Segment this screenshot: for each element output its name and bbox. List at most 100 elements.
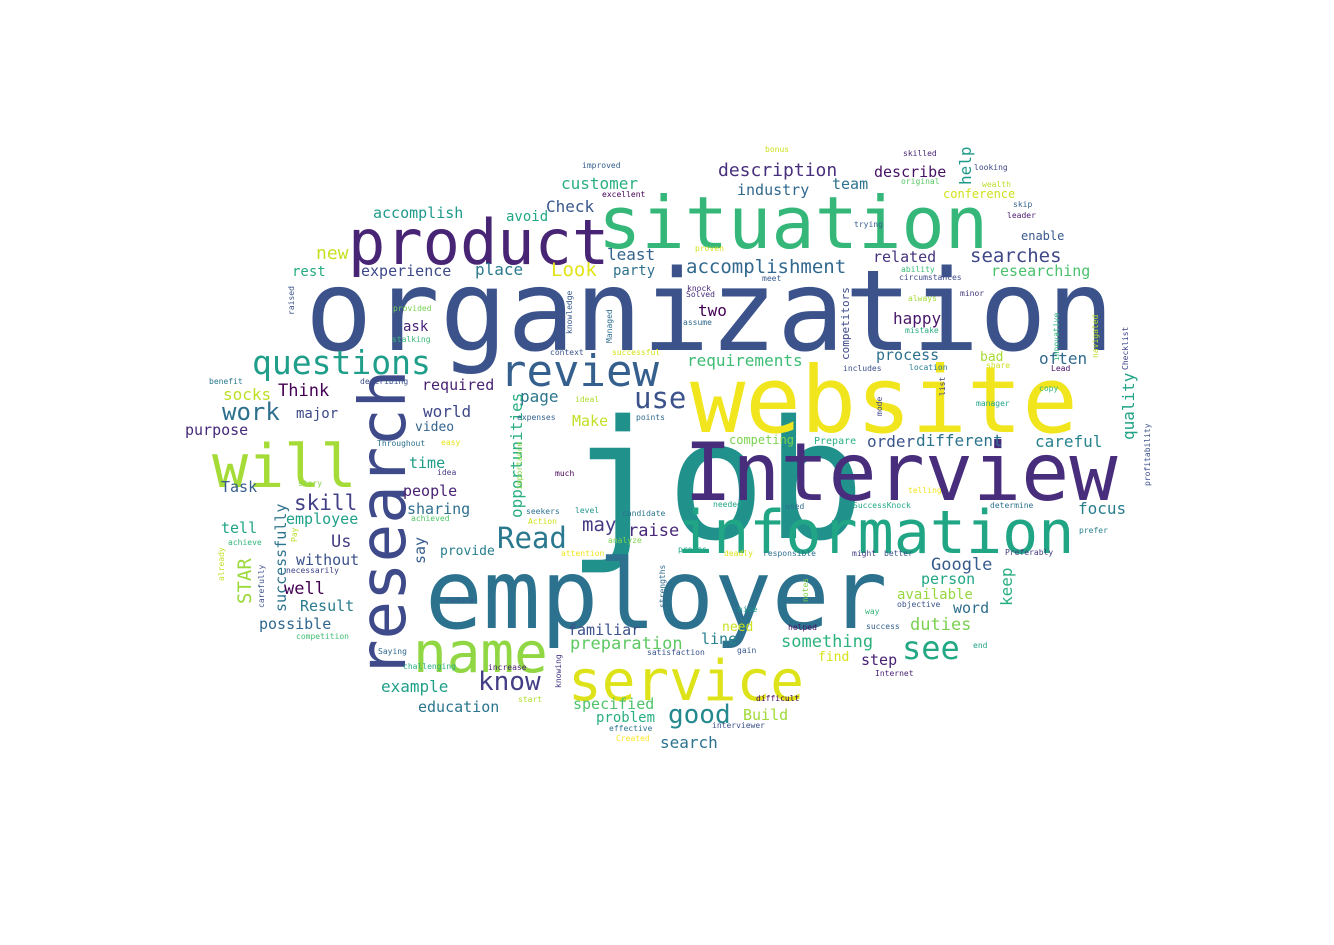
cloud-word: step [861,651,897,669]
cloud-word: Created [616,734,650,743]
cloud-word: people [403,482,457,500]
cloud-word: skilled [903,149,937,158]
cloud-word: reduce [445,596,474,605]
cloud-word: knowing [554,654,563,688]
cloud-word: Task [221,478,257,496]
cloud-word: STAR [234,558,256,604]
cloud-word: see [902,629,960,667]
cloud-word: sharing [407,500,470,518]
cloud-word: team [832,175,868,193]
cloud-word: new [316,243,349,264]
cloud-word: way [865,607,880,616]
cloud-word: review [500,346,659,397]
cloud-word: raise [628,521,679,541]
cloud-word: analyze [608,536,642,545]
cloud-word: notes [801,578,810,602]
cloud-word: competing [729,433,794,447]
cloud-word: context [550,348,584,357]
cloud-word: word [953,599,989,617]
cloud-word: SuccessKnock [853,501,911,510]
cloud-word: requirements [687,351,803,370]
cloud-word: may [582,514,616,536]
cloud-word: leader [1007,211,1036,220]
cloud-word: effective [609,724,653,733]
cloud-word: provide [440,544,495,559]
cloud-word: Pay [290,527,299,542]
cloud-word: skill [294,491,357,515]
cloud-word: much [555,469,574,478]
cloud-word: example [381,677,448,696]
cloud-word: familiar [568,621,640,639]
cloud-word: find [818,650,849,665]
cloud-word: problem [596,710,655,726]
cloud-word: place [475,260,523,279]
cloud-word: customer [561,174,638,193]
cloud-word: keep [997,567,1016,606]
cloud-word: different [916,431,1003,450]
cloud-word: candidate [622,509,666,518]
cloud-word: Solved [686,290,715,299]
cloud-word: increase [488,663,527,672]
cloud-word: service [568,649,804,714]
cloud-word: situation [598,181,988,265]
cloud-word: start [518,695,542,704]
cloud-word: ask [403,319,429,335]
cloud-word: assume [683,318,712,327]
cloud-word: work [222,398,280,426]
cloud-word: determine [990,501,1034,510]
cloud-word: Checklist [1121,326,1130,370]
cloud-word: idea [437,468,456,477]
cloud-word: successful [612,348,660,357]
cloud-word: employer [425,539,887,651]
cloud-word: website [690,347,1078,454]
cloud-word: available [897,587,973,603]
cloud-word: points [636,413,665,422]
cloud-word: person [921,570,975,588]
cloud-word: list [938,377,947,396]
cloud-word: ability [901,265,935,274]
cloud-word: Read [497,521,567,555]
cloud-word: order [867,432,916,451]
cloud-word: without [296,551,359,569]
cloud-word: difficult [756,694,800,703]
cloud-word: research [347,370,421,678]
cloud-word: quality [1119,372,1138,440]
cloud-word: profitability [1143,423,1152,486]
cloud-word: expenses [517,413,556,422]
cloud-word: already [217,547,226,581]
cloud-word: original [901,177,940,186]
cloud-word: competition [296,632,349,641]
cloud-word: challenging [403,662,456,671]
cloud-word: related [873,248,936,266]
cloud-word: ideal [575,395,599,404]
cloud-word: navigated [1091,314,1100,358]
cloud-word: avoid [506,209,548,225]
cloud-word: bad [980,350,1003,365]
cloud-word: mistake [905,326,939,335]
cloud-word: time [409,454,445,472]
cloud-word: need [722,620,753,635]
cloud-word: job [567,385,865,577]
cloud-word: opportunities [507,393,526,518]
cloud-word: Make [572,412,608,430]
cloud-word: prefer [1079,526,1108,535]
cloud-word: socks [223,385,271,404]
cloud-word: search [660,733,718,752]
cloud-word: skip [1013,200,1032,209]
cloud-word: describing [360,377,408,386]
cloud-word: strengths [658,564,667,608]
cloud-word: necessarily [286,566,339,575]
cloud-word: video [415,420,454,435]
cloud-word: importance [515,442,524,490]
cloud-word: researching [991,262,1090,280]
cloud-word: accomplish [373,204,463,222]
cloud-word: something [781,632,873,652]
cloud-word: enable [1021,229,1064,243]
cloud-word: tell [221,519,257,537]
cloud-word: provided [393,304,432,313]
cloud-word: happy [893,309,942,328]
cloud-word: trying [854,220,883,229]
cloud-word: carefully [257,564,266,608]
cloud-word: telling [908,486,942,495]
